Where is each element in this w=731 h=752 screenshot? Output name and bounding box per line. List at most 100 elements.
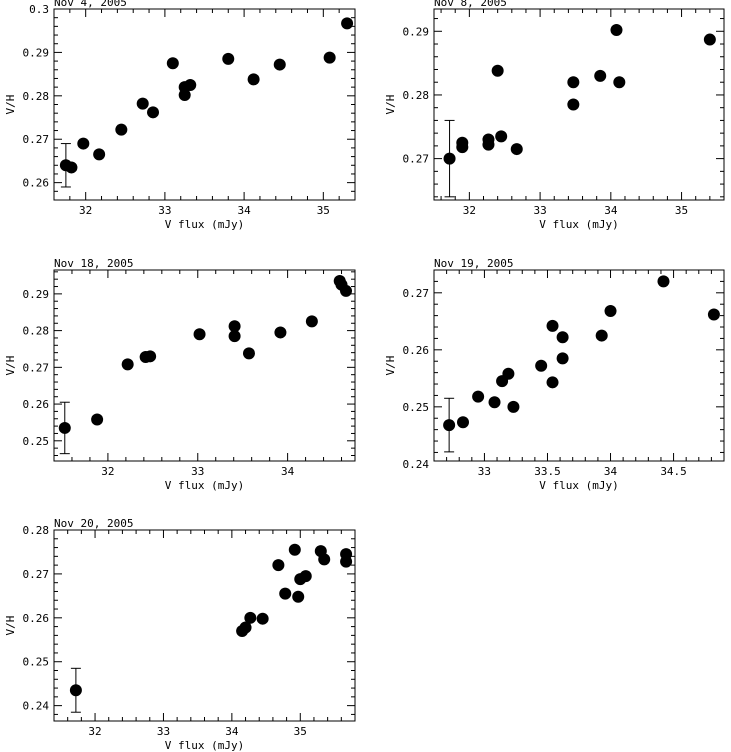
x-tick-label: 34 [281,465,295,478]
data-point [279,587,292,600]
data-point [567,76,580,89]
data-point [136,97,149,110]
data-point [456,136,469,149]
data-point [604,305,617,318]
data-point [305,315,318,328]
x-tick-label: 34.5 [660,465,687,478]
x-tick-label: 35 [675,204,688,217]
data-point [546,319,559,332]
data-point [482,133,495,146]
data-point [595,329,608,342]
data-point [166,57,179,70]
y-tick-label: 0.26 [23,612,50,625]
panel-title: Nov 19, 2005 [434,257,513,270]
data-point [193,328,206,341]
data-point [77,137,90,150]
y-tick-label: 0.29 [23,288,50,301]
x-tick-label: 34 [604,204,618,217]
x-tick-label: 32 [79,204,92,217]
y-tick-label: 0.25 [403,401,430,414]
x-axis-label: V flux (mJy) [165,479,244,492]
data-point [274,326,287,339]
x-tick-label: 34 [604,465,618,478]
data-point [65,161,78,174]
x-tick-label: 35 [317,204,330,217]
y-tick-label: 0.29 [23,46,50,59]
data-point [567,98,580,111]
x-tick-label: 33 [478,465,491,478]
y-tick-label: 0.25 [23,435,50,448]
data-point [657,275,670,288]
data-point [147,106,160,119]
data-point [69,684,82,697]
data-point [299,570,312,583]
data-point [318,553,331,566]
x-axis-label: V flux (mJy) [165,739,244,752]
panel-1: Nov 4, 2005 32 33 34 35 0.26 0.27 0.28 0.29 0.3 V … [4,0,356,231]
panel-title: Nov 4, 2005 [54,0,127,9]
x-tick-label: 33.5 [534,465,561,478]
y-tick-label: 0.24 [23,700,50,713]
x-tick-label: 34 [225,725,239,738]
plot-frame [53,8,356,201]
x-tick-label: 33 [191,465,204,478]
x-tick-label: 35 [294,725,307,738]
x-tick-label: 33 [533,204,546,217]
x-axis-label: V flux (mJy) [165,218,244,231]
x-tick-label: 33 [158,204,171,217]
panel-5: Nov 20, 2005 32 33 34 35 0.24 0.25 0.26 0.27 0.28… [4,517,356,752]
x-axis-label: V flux (mJy) [539,479,618,492]
data-point [457,416,469,429]
x-tick-label: 32 [463,204,476,217]
data-point [491,64,504,77]
y-tick-label: 0.28 [23,90,50,103]
panel-3: Nov 18, 2005 32 33 34 0.25 0.26 0.27 0.28 0.29 V … [4,257,356,492]
data-point [272,559,285,572]
data-point [535,359,548,372]
y-tick-label: 0.27 [23,361,50,374]
y-tick-label: 0.25 [23,656,50,669]
panel-title: Nov 20, 2005 [54,517,133,530]
data-point [594,69,607,82]
data-point [288,543,301,556]
plot-frame [433,8,725,201]
data-point [495,130,508,143]
data-point [340,555,353,568]
y-tick-label: 0.27 [403,287,430,300]
data-point [546,376,559,389]
data-point [292,590,305,603]
data-point [610,24,623,37]
x-tick-label: 32 [101,465,114,478]
data-point [244,611,257,624]
y-axis-label: V/H [384,95,397,115]
data-point [115,123,128,136]
data-point [472,390,485,403]
y-tick-label: 0.3 [29,3,49,16]
y-axis-label: V/H [4,616,17,636]
y-tick-label: 0.26 [23,177,50,190]
data-point [273,58,286,71]
y-tick-label: 0.29 [403,25,430,38]
data-point [443,152,456,165]
data-point [556,352,569,365]
y-tick-label: 0.26 [403,344,430,357]
data-point [502,367,515,380]
data-point [507,400,520,413]
plot-frame [433,269,725,462]
y-tick-label: 0.28 [403,89,430,102]
data-point [184,78,197,91]
y-tick-label: 0.26 [23,398,50,411]
x-axis-label: V flux (mJy) [539,218,618,231]
y-axis-label: V/H [4,95,17,115]
x-tick-label: 33 [157,725,170,738]
data-point [58,421,71,434]
data-point [323,51,336,64]
y-tick-label: 0.27 [23,568,50,581]
data-point [242,347,255,360]
panel-2: Nov 8, 2005 32 33 34 35 0.27 0.28 0.29 V flux (m… [384,0,725,231]
data-point [93,148,106,161]
y-tick-label: 0.27 [403,153,430,166]
data-point [91,413,104,426]
data-point [121,358,134,371]
panel-4: Nov 19, 2005 33 33.5 34 34.5 0.24 0.25 0.26 0.27… [384,257,725,492]
